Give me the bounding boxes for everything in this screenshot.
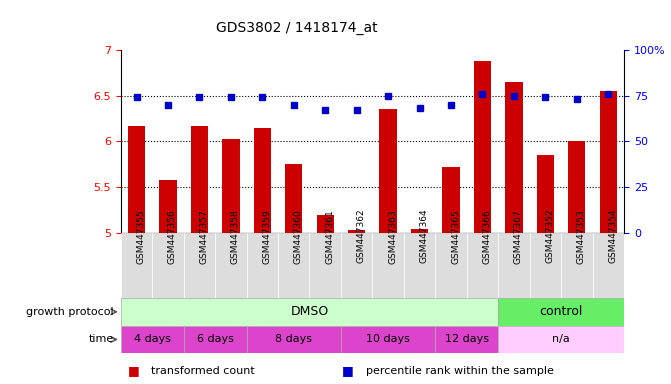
Text: GDS3802 / 1418174_at: GDS3802 / 1418174_at: [216, 21, 378, 35]
Bar: [121, 233, 152, 302]
Bar: [411, 229, 428, 233]
Text: GSM447356: GSM447356: [168, 209, 177, 263]
Bar: [498, 298, 624, 326]
Text: GSM447364: GSM447364: [419, 209, 429, 263]
Text: 12 days: 12 days: [445, 334, 488, 344]
Text: GSM447355: GSM447355: [136, 209, 146, 263]
Bar: [404, 233, 435, 302]
Bar: [341, 233, 372, 302]
Text: n/a: n/a: [552, 334, 570, 344]
Text: ■: ■: [342, 364, 354, 377]
Bar: [474, 61, 491, 233]
Text: GSM447357: GSM447357: [199, 209, 209, 263]
Text: GSM447352: GSM447352: [546, 209, 554, 263]
Bar: [317, 215, 334, 233]
Bar: [215, 233, 247, 302]
Bar: [505, 82, 523, 233]
Text: growth protocol: growth protocol: [26, 307, 114, 317]
Bar: [121, 298, 498, 326]
Text: ■: ■: [127, 364, 140, 377]
Bar: [498, 326, 624, 353]
Bar: [285, 164, 303, 233]
Bar: [278, 233, 309, 302]
Text: GSM447353: GSM447353: [577, 209, 586, 263]
Bar: [372, 233, 404, 302]
Bar: [128, 126, 145, 233]
Bar: [600, 91, 617, 233]
Text: GSM447363: GSM447363: [388, 209, 397, 263]
Bar: [247, 326, 341, 353]
Text: GSM447362: GSM447362: [357, 209, 366, 263]
Text: GSM447367: GSM447367: [514, 209, 523, 263]
Text: GSM447360: GSM447360: [294, 209, 303, 263]
Text: GSM447361: GSM447361: [325, 209, 334, 263]
Text: 4 days: 4 days: [134, 334, 170, 344]
Bar: [568, 141, 586, 233]
Bar: [537, 155, 554, 233]
Text: percentile rank within the sample: percentile rank within the sample: [366, 366, 554, 376]
Bar: [159, 180, 176, 233]
Text: GSM447359: GSM447359: [262, 209, 271, 263]
Bar: [247, 233, 278, 302]
Text: GSM447365: GSM447365: [451, 209, 460, 263]
Bar: [152, 233, 184, 302]
Bar: [309, 233, 341, 302]
Text: GSM447358: GSM447358: [231, 209, 240, 263]
Text: GSM447354: GSM447354: [609, 209, 617, 263]
Bar: [380, 109, 397, 233]
Bar: [592, 233, 624, 302]
Text: time: time: [89, 334, 114, 344]
Bar: [191, 126, 208, 233]
Text: 6 days: 6 days: [197, 334, 234, 344]
Bar: [184, 233, 215, 302]
Bar: [184, 326, 247, 353]
Text: transformed count: transformed count: [151, 366, 255, 376]
Bar: [254, 127, 271, 233]
Bar: [498, 233, 529, 302]
Bar: [435, 233, 467, 302]
Text: DMSO: DMSO: [291, 305, 329, 318]
Bar: [121, 326, 184, 353]
Text: 8 days: 8 days: [275, 334, 312, 344]
Bar: [341, 326, 435, 353]
Bar: [222, 139, 240, 233]
Bar: [467, 233, 498, 302]
Bar: [348, 230, 365, 233]
Text: GSM447366: GSM447366: [482, 209, 491, 263]
Text: control: control: [539, 305, 583, 318]
Bar: [435, 326, 498, 353]
Text: 10 days: 10 days: [366, 334, 410, 344]
Bar: [442, 167, 460, 233]
Bar: [529, 233, 561, 302]
Bar: [561, 233, 592, 302]
